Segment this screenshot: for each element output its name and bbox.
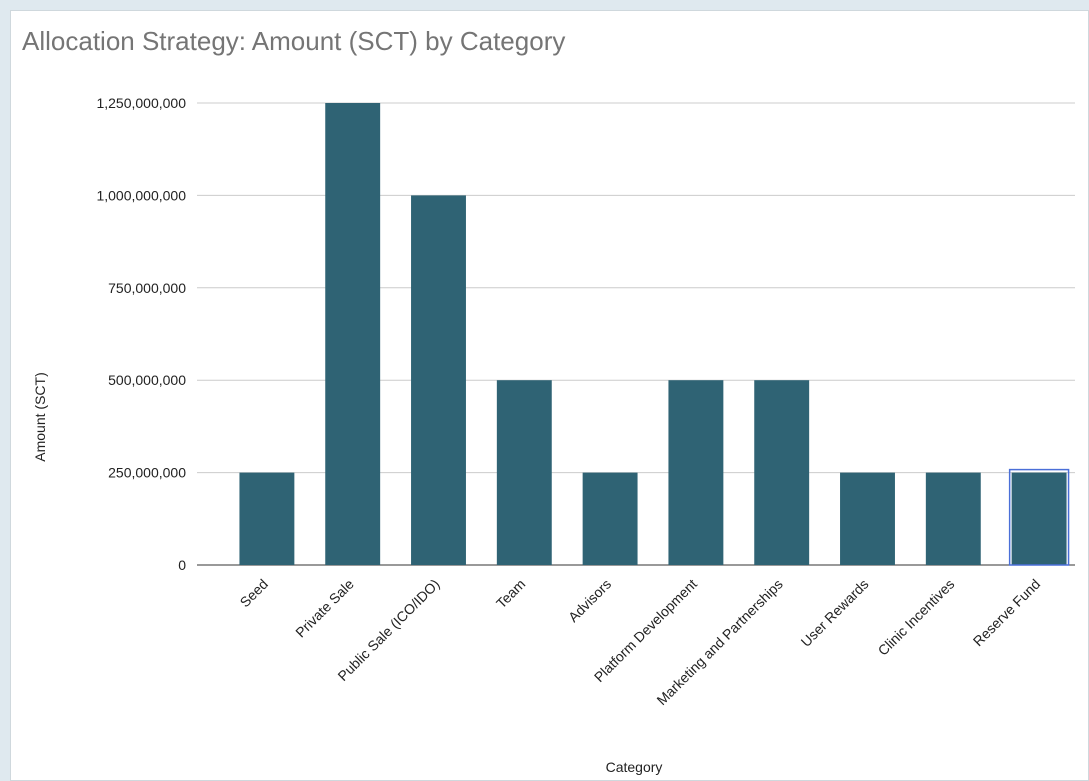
x-tick-label: Reserve Fund — [970, 576, 1043, 649]
y-tick-label: 1,250,000,000 — [96, 95, 186, 111]
bar[interactable] — [840, 472, 895, 565]
bar[interactable] — [754, 380, 810, 565]
x-tick-label: Private Sale — [292, 576, 357, 641]
x-tick-label: Team — [493, 576, 529, 612]
y-tick-label: 750,000,000 — [108, 280, 186, 296]
bar[interactable] — [925, 472, 981, 565]
bar[interactable] — [496, 380, 552, 565]
bar-selection-outline — [1008, 468, 1070, 566]
x-tick-label: Advisors — [565, 576, 614, 625]
bar[interactable] — [411, 195, 466, 565]
bars — [239, 103, 1070, 566]
x-tick-label: User Rewards — [798, 576, 872, 650]
x-axis-title: Category — [606, 759, 663, 775]
y-axis-title: Amount (SCT) — [32, 372, 48, 461]
bar[interactable] — [1011, 472, 1067, 565]
y-tick-label: 250,000,000 — [108, 465, 186, 481]
bar[interactable] — [668, 380, 724, 565]
y-axis-ticks: 0 250,000,000 500,000,000 750,000,000 1,000,… — [96, 95, 186, 573]
bar[interactable] — [325, 103, 381, 565]
bar[interactable] — [582, 472, 638, 565]
y-tick-label: 1,000,000,000 — [96, 187, 186, 203]
chart-title: Allocation Strategy: Amount (SCT) by Cat… — [22, 26, 566, 56]
y-tick-label: 500,000,000 — [108, 372, 186, 388]
x-tick-label: Clinic Incentives — [875, 576, 958, 659]
x-tick-label: Seed — [237, 576, 271, 610]
y-tick-label: 0 — [178, 557, 186, 573]
bar[interactable] — [239, 472, 295, 565]
